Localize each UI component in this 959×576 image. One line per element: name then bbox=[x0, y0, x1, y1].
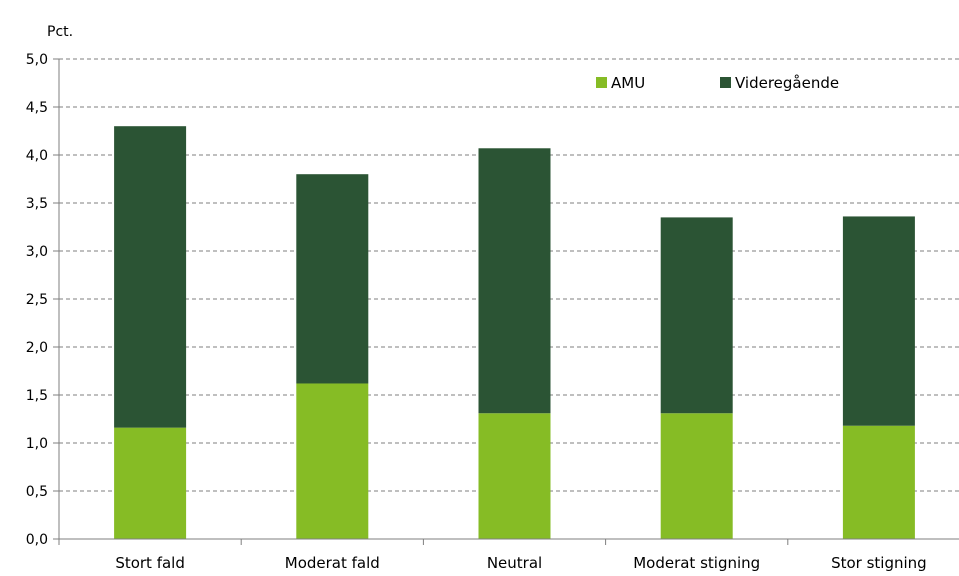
bar-segment bbox=[478, 413, 551, 539]
bar-segment bbox=[660, 413, 733, 539]
bar-segment bbox=[114, 126, 187, 428]
bar-segment bbox=[842, 216, 915, 426]
x-tick-label: Stor stigning bbox=[831, 554, 927, 572]
legend-swatch bbox=[596, 77, 607, 88]
bar-segment bbox=[660, 217, 733, 414]
y-tick-label: 0,0 bbox=[26, 532, 48, 548]
bar-segment bbox=[478, 148, 551, 414]
bar-segment bbox=[114, 427, 187, 539]
y-tick-label: 1,0 bbox=[26, 436, 48, 452]
bar-segment bbox=[842, 425, 915, 539]
x-tick-labels: Stort fald Moderat fald Neutral Moderat sti… bbox=[115, 554, 926, 572]
y-tick-label: 0,5 bbox=[26, 484, 48, 500]
x-tick-label: Neutral bbox=[487, 554, 542, 572]
y-unit-label: Pct. bbox=[47, 24, 73, 40]
legend: AMU Videregående bbox=[596, 74, 839, 92]
axes bbox=[58, 59, 959, 545]
legend-swatch bbox=[720, 77, 731, 88]
y-tick-labels: 0,0 0,5 1,0 1,5 2,0 2,5 3,0 3,5 4,0 4,5 5,0 bbox=[26, 52, 48, 548]
bar-segment bbox=[296, 174, 369, 384]
y-tick-label: 2,5 bbox=[26, 292, 48, 308]
y-tick-label: 1,5 bbox=[26, 388, 48, 404]
legend-label: Videregående bbox=[735, 74, 839, 92]
y-tick-label: 3,5 bbox=[26, 196, 48, 212]
x-tick-label: Moderat stigning bbox=[633, 554, 760, 572]
bars bbox=[114, 126, 915, 539]
y-tick-label: 2,0 bbox=[26, 340, 48, 356]
bar-segment bbox=[296, 383, 369, 539]
legend-label: AMU bbox=[611, 74, 645, 92]
y-tick-label: 5,0 bbox=[26, 52, 48, 68]
x-tick-label: Stort fald bbox=[115, 554, 185, 572]
y-tick-label: 4,0 bbox=[26, 148, 48, 164]
y-tick-label: 4,5 bbox=[26, 100, 48, 116]
x-tick-label: Moderat fald bbox=[285, 554, 380, 572]
y-tick-label: 3,0 bbox=[26, 244, 48, 260]
